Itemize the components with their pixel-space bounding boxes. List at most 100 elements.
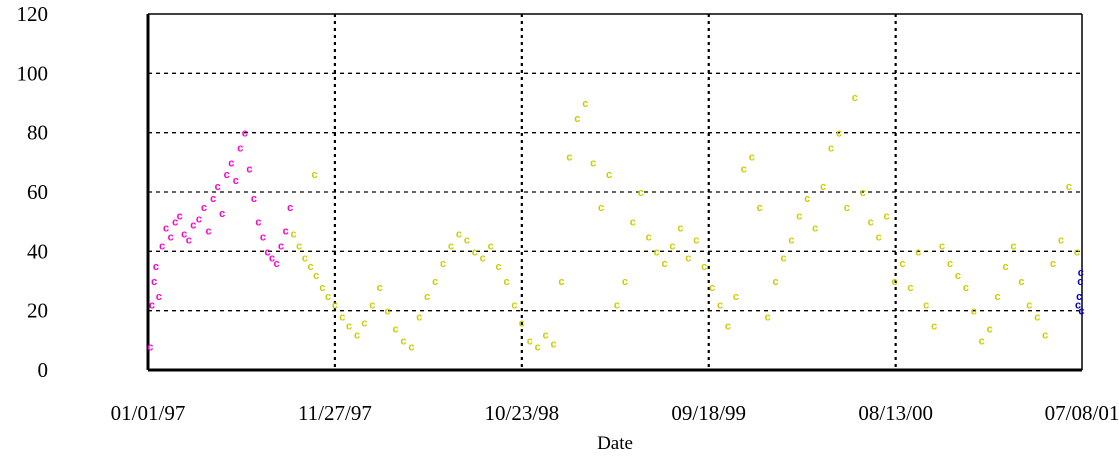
data-point: c bbox=[456, 229, 462, 241]
data-point: c bbox=[172, 217, 178, 229]
data-point: c bbox=[773, 276, 779, 288]
data-point: c bbox=[804, 193, 810, 205]
data-point: c bbox=[400, 335, 406, 347]
data-point: c bbox=[186, 234, 192, 246]
x-tick-label: 09/18/99 bbox=[671, 401, 746, 425]
data-point: c bbox=[369, 300, 375, 312]
data-point: c bbox=[464, 234, 470, 246]
data-point: c bbox=[1075, 300, 1081, 312]
data-point: c bbox=[255, 217, 261, 229]
y-tick-label: 80 bbox=[27, 121, 48, 145]
data-point: c bbox=[1058, 234, 1064, 246]
data-point: c bbox=[796, 211, 802, 223]
data-point: c bbox=[891, 276, 897, 288]
data-point: c bbox=[852, 92, 858, 104]
data-point: c bbox=[876, 232, 882, 244]
data-point: c bbox=[424, 291, 430, 303]
data-point: c bbox=[1077, 276, 1083, 288]
data-point: c bbox=[392, 323, 398, 335]
y-tick-label: 120 bbox=[17, 2, 49, 26]
data-point: c bbox=[987, 323, 993, 335]
data-point: c bbox=[311, 169, 317, 181]
data-point: c bbox=[206, 226, 212, 238]
data-point: c bbox=[224, 169, 230, 181]
data-point: c bbox=[955, 270, 961, 282]
plot-border bbox=[146, 13, 1083, 372]
data-point: c bbox=[307, 261, 313, 273]
data-point: c bbox=[354, 329, 360, 341]
data-point: c bbox=[915, 246, 921, 258]
data-point: c bbox=[339, 312, 345, 324]
data-point: c bbox=[963, 282, 969, 294]
x-tick-labels: 01/01/97 11/27/97 10/23/98 09/18/99 08/13/00… bbox=[111, 401, 1119, 425]
data-point: c bbox=[685, 252, 691, 264]
x-tick-label: 11/27/97 bbox=[298, 401, 372, 425]
data-point: c bbox=[820, 181, 826, 193]
data-point: c bbox=[527, 335, 533, 347]
data-point: c bbox=[614, 300, 620, 312]
data-point: c bbox=[472, 246, 478, 258]
data-point: c bbox=[377, 282, 383, 294]
data-point: c bbox=[598, 202, 604, 214]
data-point: c bbox=[661, 258, 667, 270]
data-point: c bbox=[1010, 240, 1016, 252]
data-point: c bbox=[701, 261, 707, 273]
data-point: c bbox=[190, 220, 196, 232]
data-point: c bbox=[283, 226, 289, 238]
data-point: c bbox=[709, 282, 715, 294]
data-point: c bbox=[361, 318, 367, 330]
data-point: c bbox=[503, 276, 509, 288]
data-point: c bbox=[408, 341, 414, 353]
x-tick-label: 08/13/00 bbox=[858, 401, 933, 425]
data-point: c bbox=[1066, 181, 1072, 193]
data-point: c bbox=[319, 282, 325, 294]
data-point: c bbox=[448, 240, 454, 252]
data-point: c bbox=[923, 300, 929, 312]
data-point: c bbox=[496, 261, 502, 273]
data-point: c bbox=[153, 261, 159, 273]
data-point: c bbox=[519, 318, 525, 330]
data-point: c bbox=[210, 193, 216, 205]
data-point: c bbox=[844, 202, 850, 214]
data-point: c bbox=[201, 202, 207, 214]
data-point: c bbox=[228, 157, 234, 169]
data-point: c bbox=[669, 240, 675, 252]
data-point: c bbox=[606, 169, 612, 181]
data-point: c bbox=[860, 187, 866, 199]
data-point: c bbox=[147, 341, 153, 353]
data-point: c bbox=[274, 258, 280, 270]
data-point: c bbox=[677, 223, 683, 235]
x-tick-label: 07/08/01 bbox=[1045, 401, 1119, 425]
data-point: c bbox=[1050, 258, 1056, 270]
data-point: c bbox=[590, 157, 596, 169]
data-point: c bbox=[836, 128, 842, 140]
data-point: c bbox=[558, 276, 564, 288]
data-point: c bbox=[947, 258, 953, 270]
data-point: c bbox=[550, 338, 556, 350]
data-point: c bbox=[733, 291, 739, 303]
y-tick-label: 100 bbox=[17, 61, 49, 85]
y-tick-label: 20 bbox=[27, 299, 48, 323]
data-point: c bbox=[313, 270, 319, 282]
data-point: c bbox=[511, 300, 517, 312]
data-point: c bbox=[168, 232, 174, 244]
data-point: c bbox=[622, 276, 628, 288]
data-point: c bbox=[693, 234, 699, 246]
data-point: c bbox=[788, 234, 794, 246]
x-tick-label: 10/23/98 bbox=[484, 401, 559, 425]
data-point: c bbox=[868, 217, 874, 229]
data-point: c bbox=[535, 341, 541, 353]
data-point: c bbox=[149, 300, 155, 312]
data-point: c bbox=[725, 321, 731, 333]
data-point: c bbox=[630, 217, 636, 229]
data-point: c bbox=[325, 291, 331, 303]
data-point: c bbox=[828, 143, 834, 155]
data-point: c bbox=[1074, 246, 1080, 258]
data-point: c bbox=[385, 306, 391, 318]
data-point: c bbox=[260, 232, 266, 244]
data-point: c bbox=[278, 240, 284, 252]
data-point: c bbox=[287, 202, 293, 214]
data-point: c bbox=[749, 151, 755, 163]
